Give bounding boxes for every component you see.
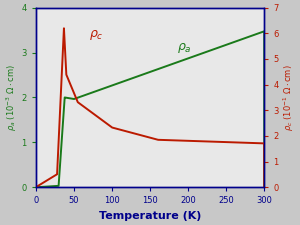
Y-axis label: $\rho_c$ (10$^{-1}$ $\Omega\cdot$cm): $\rho_c$ (10$^{-1}$ $\Omega\cdot$cm) (281, 64, 296, 131)
X-axis label: Temperature (K): Temperature (K) (99, 211, 201, 221)
Text: $\rho_c$: $\rho_c$ (89, 28, 104, 42)
Y-axis label: $\rho_a$ (10$^{-3}$ $\Omega\cdot$cm): $\rho_a$ (10$^{-3}$ $\Omega\cdot$cm) (4, 64, 19, 131)
Text: $\rho_a$: $\rho_a$ (177, 41, 191, 55)
